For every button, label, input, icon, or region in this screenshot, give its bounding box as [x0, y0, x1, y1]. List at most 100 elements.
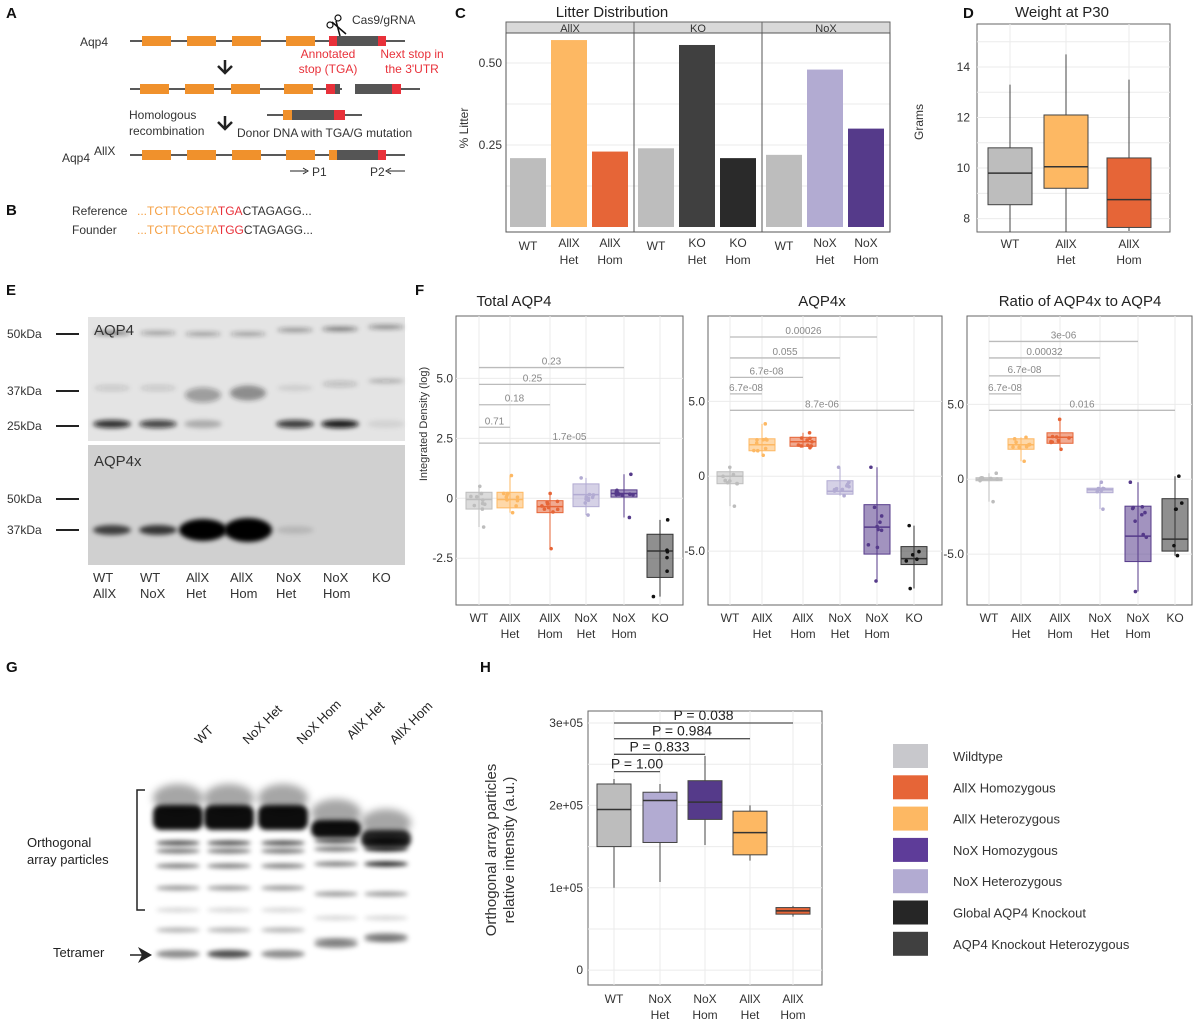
data-point	[874, 579, 878, 583]
band	[364, 838, 408, 844]
donor-stop	[334, 110, 345, 120]
data-point	[735, 481, 739, 486]
data-point	[584, 497, 588, 501]
y-axis-label: Orthogonal array particles	[483, 764, 500, 937]
legend-label: NoX Homozygous	[953, 843, 1058, 858]
band	[368, 379, 404, 383]
bar	[720, 158, 756, 227]
data-point	[631, 492, 635, 497]
data-point	[875, 545, 880, 550]
band	[207, 927, 251, 933]
p-value-label: 0.00032	[1026, 347, 1063, 358]
mutated-stop	[329, 150, 337, 160]
x-tick-label: Het	[560, 253, 579, 267]
data-point	[904, 559, 909, 563]
data-point	[665, 569, 669, 573]
x-tick-label: KO	[729, 236, 746, 250]
data-point	[991, 499, 995, 504]
band	[364, 891, 408, 897]
bar	[807, 69, 843, 228]
data-point	[866, 543, 871, 547]
legend-swatch	[893, 744, 928, 768]
data-point	[551, 510, 555, 514]
data-point	[989, 476, 993, 481]
sequence-suffix: CTAGAGG...	[244, 223, 313, 237]
primer-arrow	[302, 167, 309, 175]
x-tick-label: AllX	[792, 611, 813, 625]
y-tick-label: 2.5	[436, 431, 453, 445]
data-point	[731, 472, 736, 477]
exon	[140, 84, 169, 94]
data-point	[917, 549, 921, 554]
p-value-label: 0.25	[523, 373, 543, 384]
box-1	[1043, 54, 1089, 232]
mw-marker-label: 37kDa	[7, 384, 42, 398]
next-stop	[392, 84, 401, 94]
data-point	[845, 482, 850, 487]
data-point	[505, 498, 509, 502]
bar	[848, 128, 884, 227]
panel-label: F	[415, 282, 424, 299]
donor-utr	[292, 110, 334, 120]
box-1	[748, 422, 776, 458]
p-value-label: 0.18	[505, 394, 525, 405]
data-point	[1057, 417, 1062, 422]
x-tick-label: WT	[980, 611, 999, 625]
x-tick-label: AllX	[782, 992, 803, 1006]
data-point	[515, 495, 520, 500]
x-tick-label: WT	[470, 611, 489, 625]
data-point	[479, 491, 484, 496]
data-point	[501, 491, 506, 496]
y-tick-label: 2e+05	[549, 798, 583, 812]
p-value-label: 1.7e-05	[553, 432, 587, 443]
y-tick-label: 5.0	[947, 397, 964, 411]
data-point	[665, 550, 670, 554]
exon	[187, 150, 216, 160]
x-tick-label: Het	[688, 253, 707, 267]
band	[156, 848, 200, 854]
legend-swatch	[893, 837, 928, 862]
band	[311, 820, 361, 838]
facet-label: NoX	[815, 23, 837, 35]
band	[258, 805, 308, 830]
lane-label: AllX	[186, 570, 209, 585]
allele-label: Aqp4	[62, 151, 90, 165]
exon	[142, 36, 171, 46]
lane-label: AllX Het	[344, 698, 388, 742]
data-point	[627, 515, 632, 520]
donor-label: Donor DNA with TGA/G mutation	[237, 126, 412, 140]
data-point	[480, 501, 485, 506]
data-point	[755, 448, 760, 453]
box	[1124, 505, 1152, 563]
data-point	[1175, 553, 1180, 558]
mw-marker-label: 25kDa	[7, 419, 42, 433]
bar	[638, 148, 674, 227]
primer-label: P1	[312, 165, 327, 179]
data-point	[995, 477, 999, 481]
bar	[592, 151, 628, 227]
annotated-stop	[326, 84, 335, 94]
bracket-label: Orthogonal	[27, 835, 91, 850]
p-value-label: 6.7e-08	[729, 383, 763, 394]
box-0	[987, 84, 1033, 232]
data-point	[721, 474, 725, 479]
data-point	[808, 436, 812, 441]
band	[314, 891, 358, 897]
box-3	[732, 805, 768, 861]
data-point	[510, 510, 515, 515]
box	[687, 780, 723, 820]
bracket	[136, 789, 145, 911]
p-value-label: 0.71	[485, 416, 505, 427]
sequence-row-label: Founder	[72, 223, 117, 237]
legend-label: AllX Homozygous	[953, 780, 1056, 795]
data-point	[586, 513, 590, 517]
x-tick-label: NoX	[865, 611, 888, 625]
p-value-label: 8.7e-06	[805, 399, 839, 410]
primer-label: P2	[370, 165, 385, 179]
x-tick-label: NoX	[1088, 611, 1111, 625]
x-tick-label: KO	[688, 236, 705, 250]
x-tick-label: KO	[1166, 611, 1183, 625]
data-point	[761, 453, 765, 458]
x-tick-label: AllX	[499, 611, 520, 625]
data-point	[1067, 436, 1071, 440]
